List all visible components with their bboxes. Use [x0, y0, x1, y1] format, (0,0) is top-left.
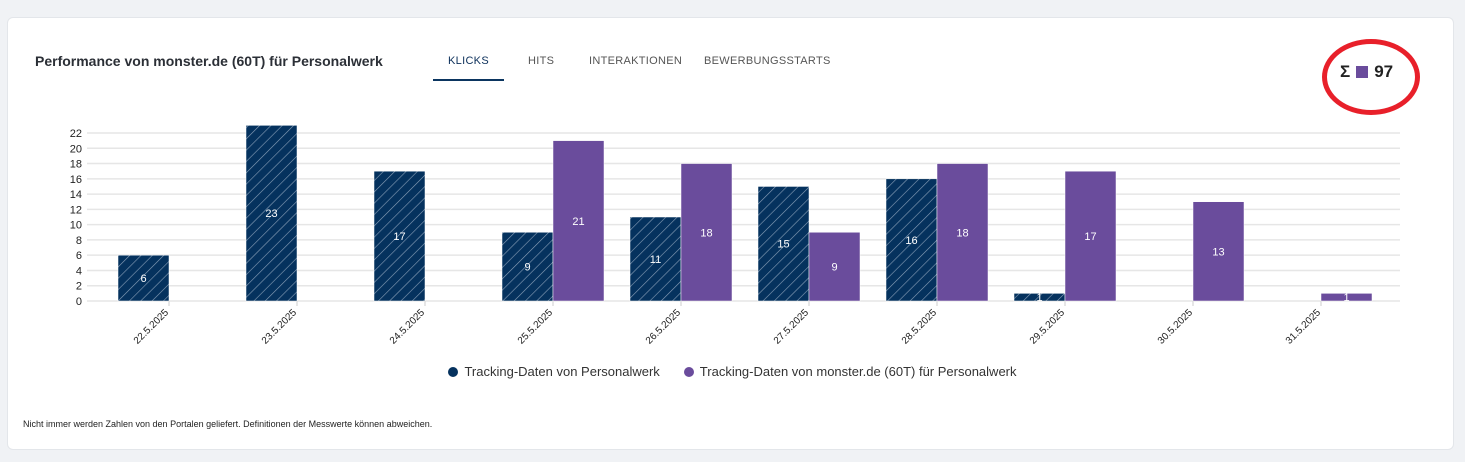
tab-klicks[interactable]: KLICKS — [433, 55, 504, 81]
bar — [1320, 293, 1373, 302]
x-tick-label: 22.5.2025 — [132, 307, 172, 347]
legend-item-monster[interactable]: Tracking-Daten von monster.de (60T) für … — [683, 364, 1017, 379]
y-tick-label: 8 — [76, 235, 82, 247]
bar — [680, 163, 733, 302]
bar-data-label: 21 — [572, 216, 584, 228]
bar-data-label: 1 — [1036, 292, 1042, 304]
x-tick-label: 23.5.2025 — [260, 307, 300, 347]
bar-data-label: 15 — [777, 239, 789, 251]
bar-data-label: 16 — [905, 235, 917, 247]
y-tick-label: 6 — [76, 250, 82, 262]
tab-hits[interactable]: HITS — [528, 55, 555, 67]
bar — [373, 170, 426, 302]
bar — [1064, 170, 1117, 302]
bar-data-label: 9 — [831, 262, 837, 274]
bar-data-label: 18 — [700, 227, 712, 239]
bar — [936, 163, 989, 302]
x-tick-label: 28.5.2025 — [900, 307, 940, 347]
footer-note: Nicht immer werden Zahlen von den Portal… — [23, 419, 433, 429]
bar — [808, 232, 861, 302]
x-tick-label: 29.5.2025 — [1028, 307, 1068, 347]
y-tick-label: 12 — [70, 204, 82, 216]
bar-data-label: 1 — [1343, 292, 1349, 304]
y-tick-label: 2 — [76, 281, 82, 293]
tab-bewerbungsstarts[interactable]: BEWERBUNGSSTARTS — [704, 55, 831, 67]
legend-dot-icon — [683, 367, 694, 377]
y-tick-label: 18 — [70, 159, 82, 171]
bar-data-label: 23 — [265, 208, 277, 220]
legend: Tracking-Daten von Personalwerk Tracking… — [0, 364, 1465, 379]
bar — [245, 125, 298, 302]
sum-value: 97 — [1374, 62, 1394, 81]
x-tick-label: 31.5.2025 — [1284, 307, 1324, 347]
y-tick-label: 16 — [70, 174, 82, 186]
y-tick-label: 0 — [76, 296, 82, 308]
bar — [1192, 201, 1245, 302]
x-tick-label: 30.5.2025 — [1156, 307, 1196, 347]
legend-dot-icon — [448, 367, 459, 377]
tab-interaktionen[interactable]: INTERAKTIONEN — [589, 55, 683, 67]
bar-data-label: 13 — [1212, 246, 1224, 258]
legend-item-personalwerk[interactable]: Tracking-Daten von Personalwerk — [448, 364, 660, 379]
bar-data-label: 18 — [956, 227, 968, 239]
sigma-icon: Σ — [1340, 62, 1351, 81]
y-tick-label: 10 — [70, 220, 82, 232]
y-tick-label: 14 — [70, 189, 82, 201]
x-tick-label: 25.5.2025 — [516, 307, 556, 347]
y-tick-label: 20 — [70, 143, 82, 155]
series-color-square — [1356, 66, 1369, 78]
y-tick-label: 22 — [70, 128, 82, 140]
chart-title: Performance von monster.de (60T) für Per… — [35, 53, 383, 69]
bar-data-label: 17 — [1084, 231, 1096, 243]
y-tick-label: 4 — [76, 265, 82, 277]
x-tick-label: 26.5.2025 — [644, 307, 684, 347]
bar — [885, 178, 938, 302]
sum-total: Σ 97 — [1340, 62, 1393, 82]
bar — [552, 140, 605, 302]
bar — [757, 186, 810, 302]
bar-data-label: 11 — [650, 254, 661, 266]
bar — [117, 254, 170, 302]
x-tick-label: 24.5.2025 — [388, 307, 428, 347]
highlight-circle — [1322, 39, 1420, 115]
x-tick-label: 27.5.2025 — [772, 307, 812, 347]
bar-data-label: 9 — [524, 262, 530, 274]
bar-data-label: 17 — [393, 231, 405, 243]
bar-data-label: 6 — [140, 273, 146, 285]
